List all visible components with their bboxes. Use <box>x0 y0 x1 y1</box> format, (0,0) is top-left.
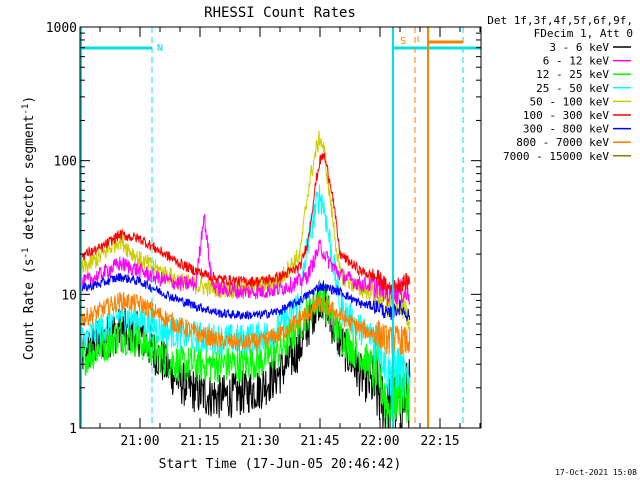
y-tick-label: 1000 <box>46 21 77 36</box>
legend-label: 25 - 50 keV <box>536 82 609 95</box>
series-line-0 <box>80 280 411 428</box>
plot-area: N S 1 10 100 1000 21:00 21:15 21:30 21:45 22:00 22:… <box>46 21 482 449</box>
series-line-2 <box>80 279 411 428</box>
y-axis-label-end: ) <box>22 96 37 104</box>
legend-label: 7000 - 15000 keV <box>503 150 609 163</box>
series-line-1 <box>80 213 411 307</box>
legend: Det 1f,3f,4f,5f,6f,9f,FDecim 1, Att 03 -… <box>487 14 633 163</box>
legend-header: Det 1f,3f,4f,5f,6f,9f, <box>487 14 633 27</box>
series-line-5 <box>80 152 411 296</box>
series-line-6 <box>80 272 411 321</box>
y-axis-label-sup2: -1 <box>21 104 31 115</box>
legend-header: FDecim 1, Att 0 <box>534 27 633 40</box>
annotation-n-label: N <box>157 43 163 54</box>
x-tick-label: 22:00 <box>360 434 399 449</box>
y-tick-label: 10 <box>61 288 77 303</box>
y-axis-label-main: Count Rate (s <box>22 258 37 360</box>
legend-label: 3 - 6 keV <box>549 41 609 54</box>
y-tick-label: 1 <box>69 422 77 437</box>
legend-label: 50 - 100 keV <box>530 95 610 108</box>
x-axis-label: Start Time (17-Jun-05 20:46:42) <box>159 457 402 472</box>
annotation-s-label: S <box>400 36 406 47</box>
chart-title: RHESSI Count Rates <box>204 5 356 21</box>
x-tick-label: 21:45 <box>300 434 339 449</box>
y-axis-label-sup1: -1 <box>21 248 31 259</box>
x-tick-label: 21:00 <box>120 434 159 449</box>
series-line-4 <box>80 130 411 330</box>
svg-text:Count Rate (s-1 detector segme: Count Rate (s-1 detector segment-1) <box>21 96 37 360</box>
legend-label: 300 - 800 keV <box>523 123 609 136</box>
y-axis-label: Count Rate (s-1 detector segment-1) <box>21 96 37 360</box>
legend-label: 100 - 300 keV <box>523 109 609 122</box>
y-axis-label-mid: detector segment <box>22 115 37 248</box>
y-tick-label: 100 <box>54 155 77 170</box>
footer-date: 17-Oct-2021 15:08 <box>555 468 637 477</box>
legend-label: 800 - 7000 keV <box>516 136 609 149</box>
x-tick-label: 21:15 <box>180 434 219 449</box>
series-line-7 <box>80 291 411 355</box>
x-tick-label: 22:15 <box>420 434 459 449</box>
x-tick-label: 21:30 <box>240 434 279 449</box>
legend-label: 12 - 25 keV <box>536 68 609 81</box>
legend-label: 6 - 12 keV <box>543 55 610 68</box>
